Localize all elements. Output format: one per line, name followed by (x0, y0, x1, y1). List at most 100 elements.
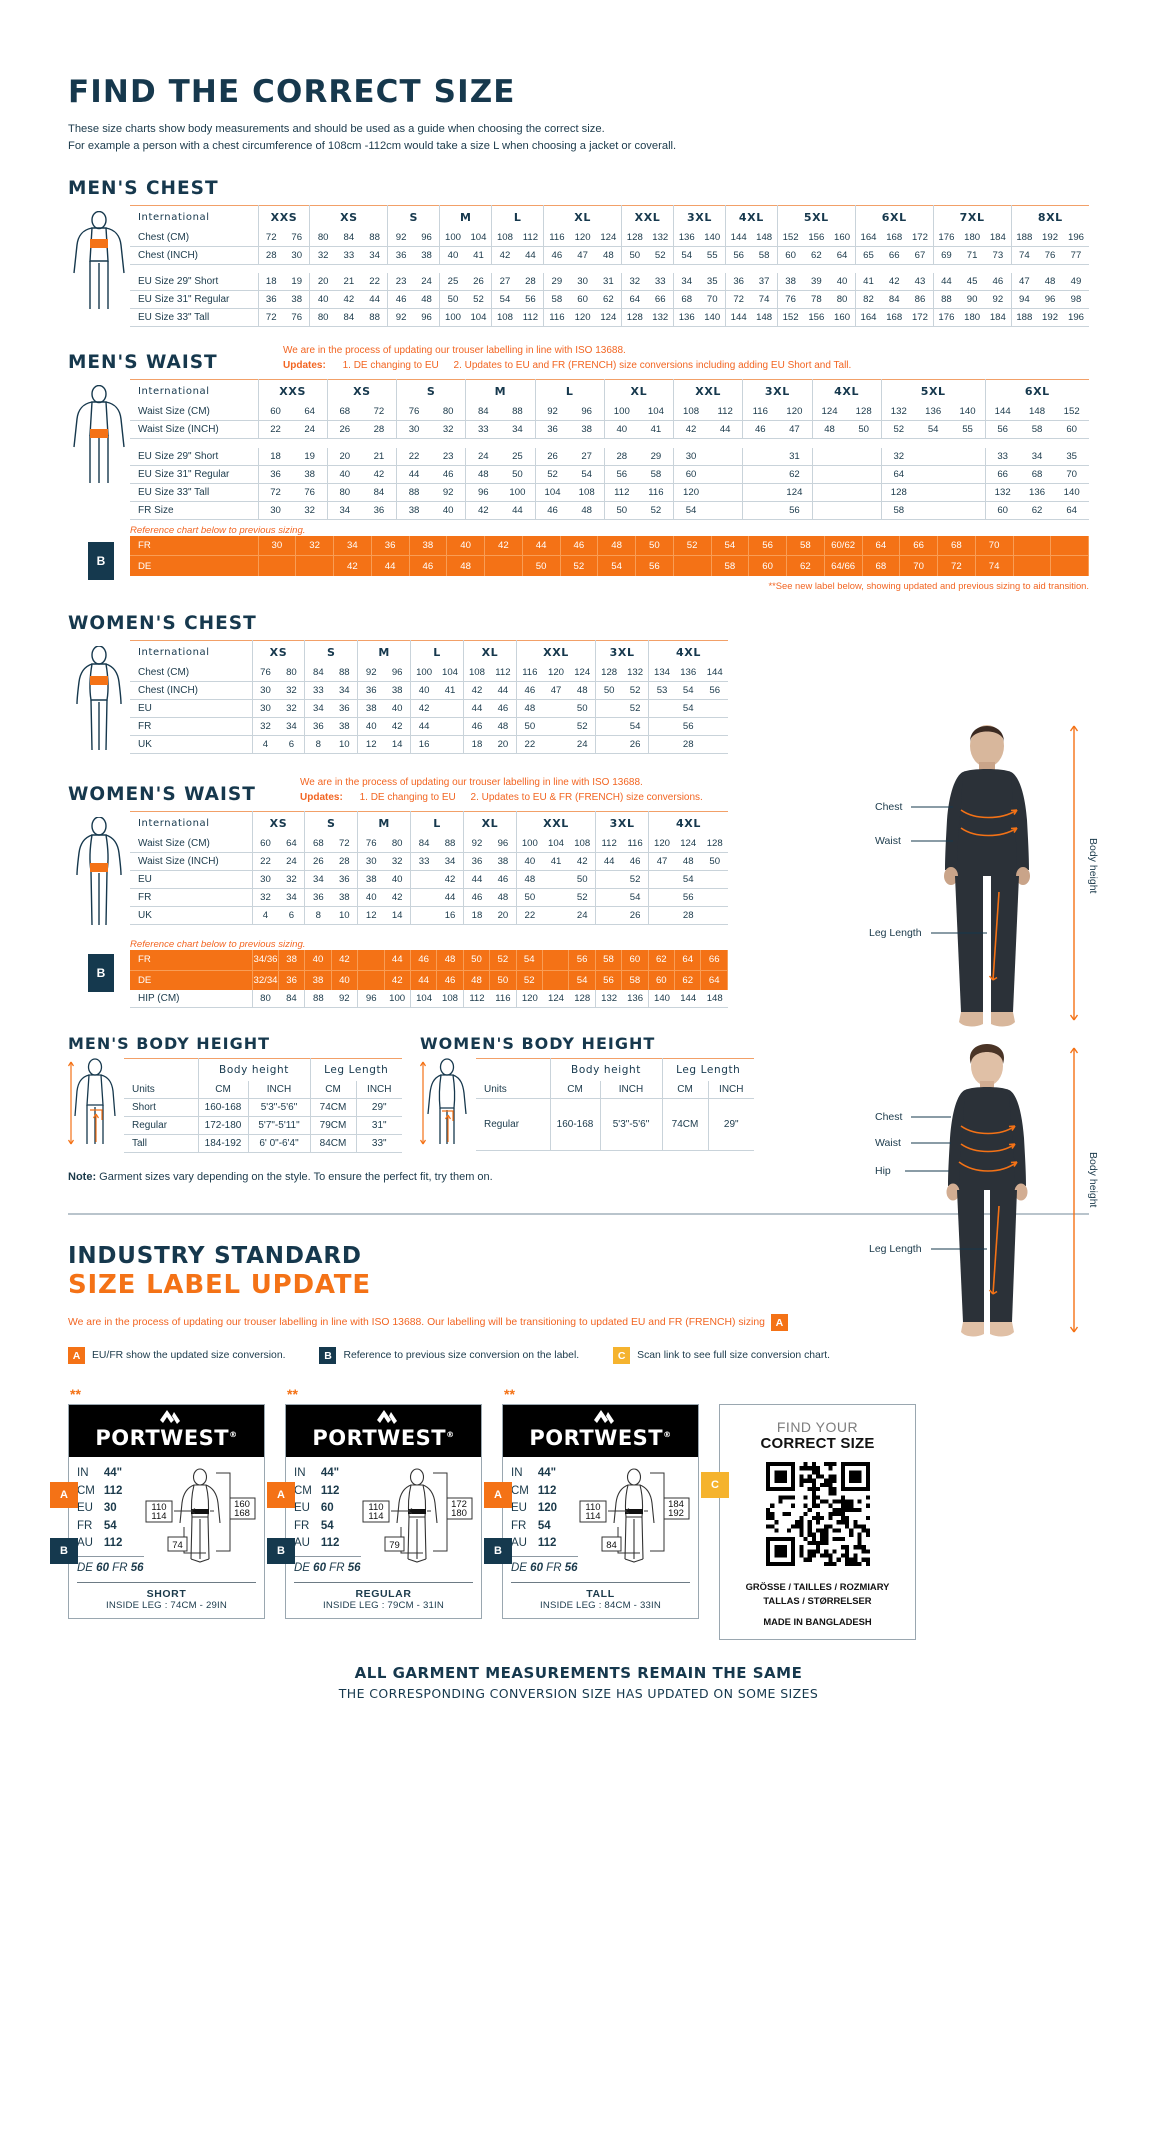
label-leg-value: 79 (389, 1540, 400, 1551)
table-cell: 136 (1019, 483, 1055, 502)
table-cell: 128 (701, 834, 728, 853)
table-cell: 36 (361, 501, 397, 520)
table-cell: 124 (675, 834, 702, 853)
table-cell: 188 (1010, 308, 1038, 328)
table-cell: 152 (776, 228, 804, 247)
table-cell: 55 (699, 246, 726, 265)
table-cell: 34 (1019, 447, 1055, 466)
table-cell: 112 (489, 663, 517, 682)
table-cell: 108 (491, 308, 518, 328)
label-fit-name: TALL (511, 1581, 690, 1600)
table-cell: 54 (569, 465, 605, 484)
bh-cell: 184-192 (197, 1134, 248, 1154)
table-cell: 28 (331, 852, 358, 871)
table-cell: 54 (915, 420, 951, 440)
table-cell (915, 447, 951, 466)
table-cell: 104 (465, 228, 492, 247)
ref-table-cell: 64 (862, 535, 901, 556)
ref-table-cell: 60 (621, 949, 649, 970)
label-spec-row: EU 120 (511, 1500, 557, 1517)
table-cell: 60 (1054, 420, 1089, 440)
table-cell: 112 (462, 990, 490, 1009)
table-cell: 34 (673, 273, 700, 292)
bh-group-header-row: Body height Leg Length (476, 1058, 755, 1082)
ref-table-cell: 54 (516, 949, 543, 970)
table-cell: 52 (465, 290, 492, 310)
label-spec-value: 44" (320, 1467, 340, 1480)
label-height-max: 192 (668, 1508, 684, 1519)
table-cell: 48 (595, 246, 622, 265)
row-label: EU Size 29" Short (130, 273, 258, 292)
table-cell: 44 (500, 501, 535, 520)
table-cell: 52 (569, 717, 596, 736)
table-cell: 116 (515, 663, 543, 682)
female-model: Chest Waist Hip Leg Length Body height (869, 1040, 1099, 1340)
table-cell: 24 (413, 273, 440, 292)
table-cell: 24 (278, 852, 305, 871)
bh-blank-cell (124, 1059, 198, 1082)
table-cell: 80 (309, 308, 336, 328)
label-spec-row: IN 44" (77, 1465, 122, 1482)
table-row: Waist Size (INCH) 22 24 26 28 30 32 33 34 36 38 40 4… (130, 420, 1089, 440)
table-cell: 196 (1063, 308, 1089, 328)
table-cell: 38 (283, 290, 310, 310)
bh-unit-row: Units CM INCH CM INCH (124, 1081, 403, 1100)
table-cell: 38 (384, 681, 411, 700)
bh-unit-row: Units CM INCH CM INCH (476, 1081, 755, 1100)
table-cell: 96 (357, 990, 385, 1009)
row-label: UK (130, 906, 252, 925)
table-cell: 20 (326, 447, 362, 466)
table-cell: 134 (648, 663, 675, 682)
table-cell: 98 (1063, 290, 1089, 310)
ref-row-label: FR (130, 949, 253, 970)
table-cell: 30 (396, 420, 432, 440)
womens-waist-update-note: We are in the process of updating our tr… (300, 775, 703, 805)
qr-code-icon[interactable] (730, 1462, 905, 1571)
bh-row: Tall 184-192 6' 0"-6'4" 84CM 33" (124, 1134, 403, 1154)
table-cell: 4 (251, 735, 279, 754)
portwest-chevron-icon (159, 1410, 180, 1425)
bh-cell: Short (124, 1098, 198, 1118)
table-cell (950, 447, 986, 466)
table-cell: 80 (326, 483, 362, 502)
table-cell: 44 (410, 717, 438, 736)
table-cell: 42 (881, 273, 908, 292)
table-cell: 16 (437, 906, 464, 925)
table-cell: 34 (278, 717, 305, 736)
table-cell: 46 (462, 717, 490, 736)
table-cell: 32 (278, 699, 305, 718)
table-cell: 116 (622, 834, 649, 853)
col-header-size: XL (543, 205, 622, 229)
ref-table-cell: 52 (516, 969, 543, 991)
table-cell (915, 465, 951, 484)
section-title-womens-body-height: WOMEN'S BODY HEIGHT (420, 1034, 656, 1054)
col-header-size: 3XL (742, 379, 812, 404)
row-label: Waist Size (INCH) (130, 420, 258, 440)
table-cell: 40 (326, 465, 362, 484)
table-cell: 104 (465, 308, 492, 328)
row-label: EU Size 31" Regular (130, 465, 258, 484)
table-cell: 112 (603, 483, 639, 502)
table-cell: 36 (257, 465, 293, 484)
bh-cell: 29" (707, 1098, 755, 1152)
table-cell: 74 (751, 290, 778, 310)
table-cell: 52 (569, 888, 596, 907)
table-spacer-row (130, 264, 1089, 273)
table-spacer-row (130, 439, 1089, 448)
portwest-logo: PORTWEST® (503, 1405, 698, 1458)
table-cell (701, 906, 728, 925)
bh-cell: 6' 0"-6'4" (247, 1134, 311, 1154)
table-cell: 22 (257, 420, 293, 440)
table-cell: 36 (357, 681, 385, 700)
label-spec-value: 54 (103, 1519, 117, 1532)
table-cell: 46 (462, 888, 490, 907)
male-height-figure (67, 1058, 124, 1153)
table-row: Waist Size (CM) 60 64 68 72 76 80 84 88 92 96 100 10… (130, 403, 1089, 422)
table-cell: 64 (1054, 501, 1089, 520)
table-cell: 192 (1037, 308, 1064, 328)
table-cell: 120 (777, 403, 812, 422)
table-cell: 33 (465, 420, 501, 440)
table-cell: 60 (251, 834, 279, 853)
table-cell: 16 (410, 735, 438, 754)
table-cell: 120 (515, 990, 543, 1009)
